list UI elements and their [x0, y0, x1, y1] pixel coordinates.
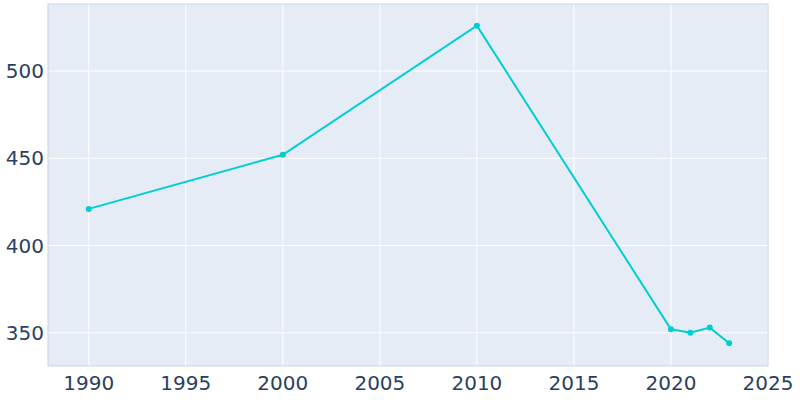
chart-svg: 1990 1995 2000 2005 2010 2015 2020 2025 350 400 45…: [0, 0, 800, 400]
y-grid-line: [48, 245, 768, 246]
x-grid-line: [379, 4, 380, 366]
x-tick-label: 2025: [743, 371, 794, 395]
data-point: [86, 206, 92, 212]
x-grid-line: [282, 4, 283, 366]
x-grid-line: [573, 4, 574, 366]
grid: [48, 4, 768, 366]
x-tick-label: 1995: [160, 371, 211, 395]
data-marks: [86, 23, 732, 347]
data-point: [726, 340, 732, 346]
x-tick-label: 2005: [354, 371, 405, 395]
series-line: [89, 26, 729, 344]
y-tick-label: 400: [6, 234, 44, 258]
x-grid-line: [185, 4, 186, 366]
y-grid-line: [48, 332, 768, 333]
x-tick-label: 2020: [646, 371, 697, 395]
plot-frame: [48, 4, 768, 366]
tick-labels: 1990 1995 2000 2005 2010 2015 2020 2025 350 400 45…: [6, 59, 794, 395]
plot-background: [48, 4, 768, 366]
x-tick-label: 1990: [63, 371, 114, 395]
y-grid-line: [48, 158, 768, 159]
x-grid-line: [476, 4, 477, 366]
data-point: [280, 152, 286, 158]
y-tick-label: 500: [6, 59, 44, 83]
x-grid-line: [670, 4, 671, 366]
x-tick-label: 2010: [451, 371, 502, 395]
x-grid-line: [88, 4, 89, 366]
y-tick-label: 350: [6, 321, 44, 345]
data-point: [707, 325, 713, 331]
data-point: [687, 330, 693, 336]
data-point: [668, 326, 674, 332]
x-tick-label: 2015: [548, 371, 599, 395]
chart-container: 1990 1995 2000 2005 2010 2015 2020 2025 350 400 45…: [0, 0, 800, 400]
data-point: [474, 23, 480, 29]
y-tick-label: 450: [6, 146, 44, 170]
x-tick-label: 2000: [257, 371, 308, 395]
